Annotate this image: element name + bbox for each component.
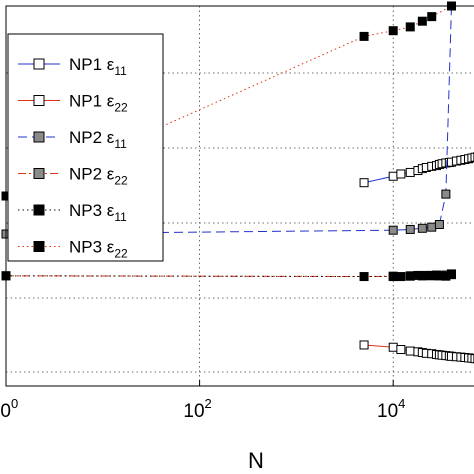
data-point <box>396 169 406 179</box>
legend-item: NP2 ε22 <box>18 165 128 188</box>
legend-item: NP3 ε22 <box>18 238 128 261</box>
data-point <box>405 346 415 356</box>
legend-label: NP2 ε22 <box>69 165 128 188</box>
legend-label: NP3 ε22 <box>69 238 128 261</box>
legend-label: NP1 ε22 <box>69 92 128 115</box>
series-2 <box>359 340 474 364</box>
legend-item: NP2 ε11 <box>18 128 127 151</box>
legend-box <box>7 33 164 262</box>
data-point <box>388 171 398 181</box>
data-point <box>388 342 398 352</box>
data-point <box>405 224 415 234</box>
data-point <box>427 222 437 232</box>
data-point <box>33 131 45 143</box>
x-tick-label: 102 <box>183 396 211 422</box>
legend-label: NP1 ε11 <box>69 55 127 78</box>
data-point <box>33 241 45 252</box>
data-point <box>446 270 456 280</box>
plot-frame <box>5 5 474 387</box>
data-point <box>359 31 369 41</box>
data-point <box>427 12 437 22</box>
series-5 <box>1 270 456 282</box>
series-1 <box>359 151 474 188</box>
data-point <box>33 204 45 216</box>
x-axis-label: N <box>248 448 264 473</box>
legend-item: NP1 ε22 <box>18 92 128 115</box>
data-point <box>405 22 415 32</box>
data-point <box>388 225 398 235</box>
data-point <box>388 26 398 36</box>
legend-label: NP2 ε11 <box>69 128 127 151</box>
data-point <box>417 223 427 233</box>
data-point <box>470 354 474 364</box>
data-point <box>359 272 369 282</box>
data-point <box>388 271 398 281</box>
series-line <box>5 5 452 235</box>
data-point <box>33 168 45 179</box>
data-point <box>405 167 415 177</box>
legend-item: NP3 ε11 <box>18 201 127 224</box>
data-point <box>470 152 474 162</box>
legend-label: NP3 ε11 <box>69 201 127 224</box>
data-point <box>396 345 406 355</box>
data-point <box>33 58 45 70</box>
data-point <box>33 95 45 106</box>
series-4 <box>1 269 456 282</box>
x-tick-label: 100 <box>0 396 18 422</box>
data-point <box>396 272 406 282</box>
x-tick-label: 104 <box>377 396 405 422</box>
data-point <box>417 16 427 26</box>
x-tick-labels: 100 102 104 <box>0 380 405 422</box>
legend: NP1 ε11 NP1 ε22 NP2 ε11 NP2 ε22 NP3 ε11 NP3 ε… <box>7 33 164 262</box>
data-point <box>359 340 369 350</box>
data-point <box>359 178 369 188</box>
data-point <box>405 271 415 281</box>
data-point <box>441 189 451 199</box>
legend-item: NP1 ε11 <box>18 55 127 78</box>
data-point <box>434 220 444 229</box>
